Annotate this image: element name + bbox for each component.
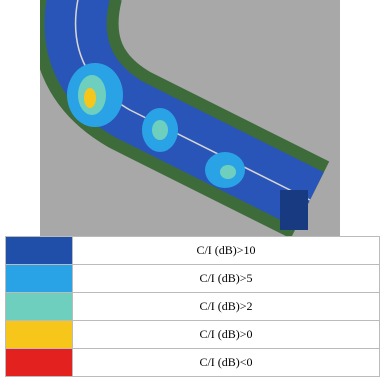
legend-label: C/I (dB)>5 — [73, 265, 380, 293]
legend-swatch — [6, 321, 73, 349]
figure: C/I (dB)>10C/I (dB)>5C/I (dB)>2C/I (dB)>… — [0, 0, 382, 377]
dark-block — [280, 190, 308, 230]
legend-row: C/I (dB)<0 — [6, 349, 380, 377]
legend-row: C/I (dB)>10 — [6, 237, 380, 265]
hotspot — [220, 165, 236, 179]
legend-row: C/I (dB)>5 — [6, 265, 380, 293]
legend-label: C/I (dB)>0 — [73, 321, 380, 349]
legend-row: C/I (dB)>2 — [6, 293, 380, 321]
legend-swatch — [6, 237, 73, 265]
legend-swatch — [6, 265, 73, 293]
legend-label: C/I (dB)>10 — [73, 237, 380, 265]
coverage-map — [40, 0, 340, 236]
legend-swatch — [6, 293, 73, 321]
legend-row: C/I (dB)>0 — [6, 321, 380, 349]
legend-label: C/I (dB)>2 — [73, 293, 380, 321]
hotspot — [84, 88, 96, 108]
legend-label: C/I (dB)<0 — [73, 349, 380, 377]
hotspot — [152, 120, 168, 140]
legend-swatch — [6, 349, 73, 377]
